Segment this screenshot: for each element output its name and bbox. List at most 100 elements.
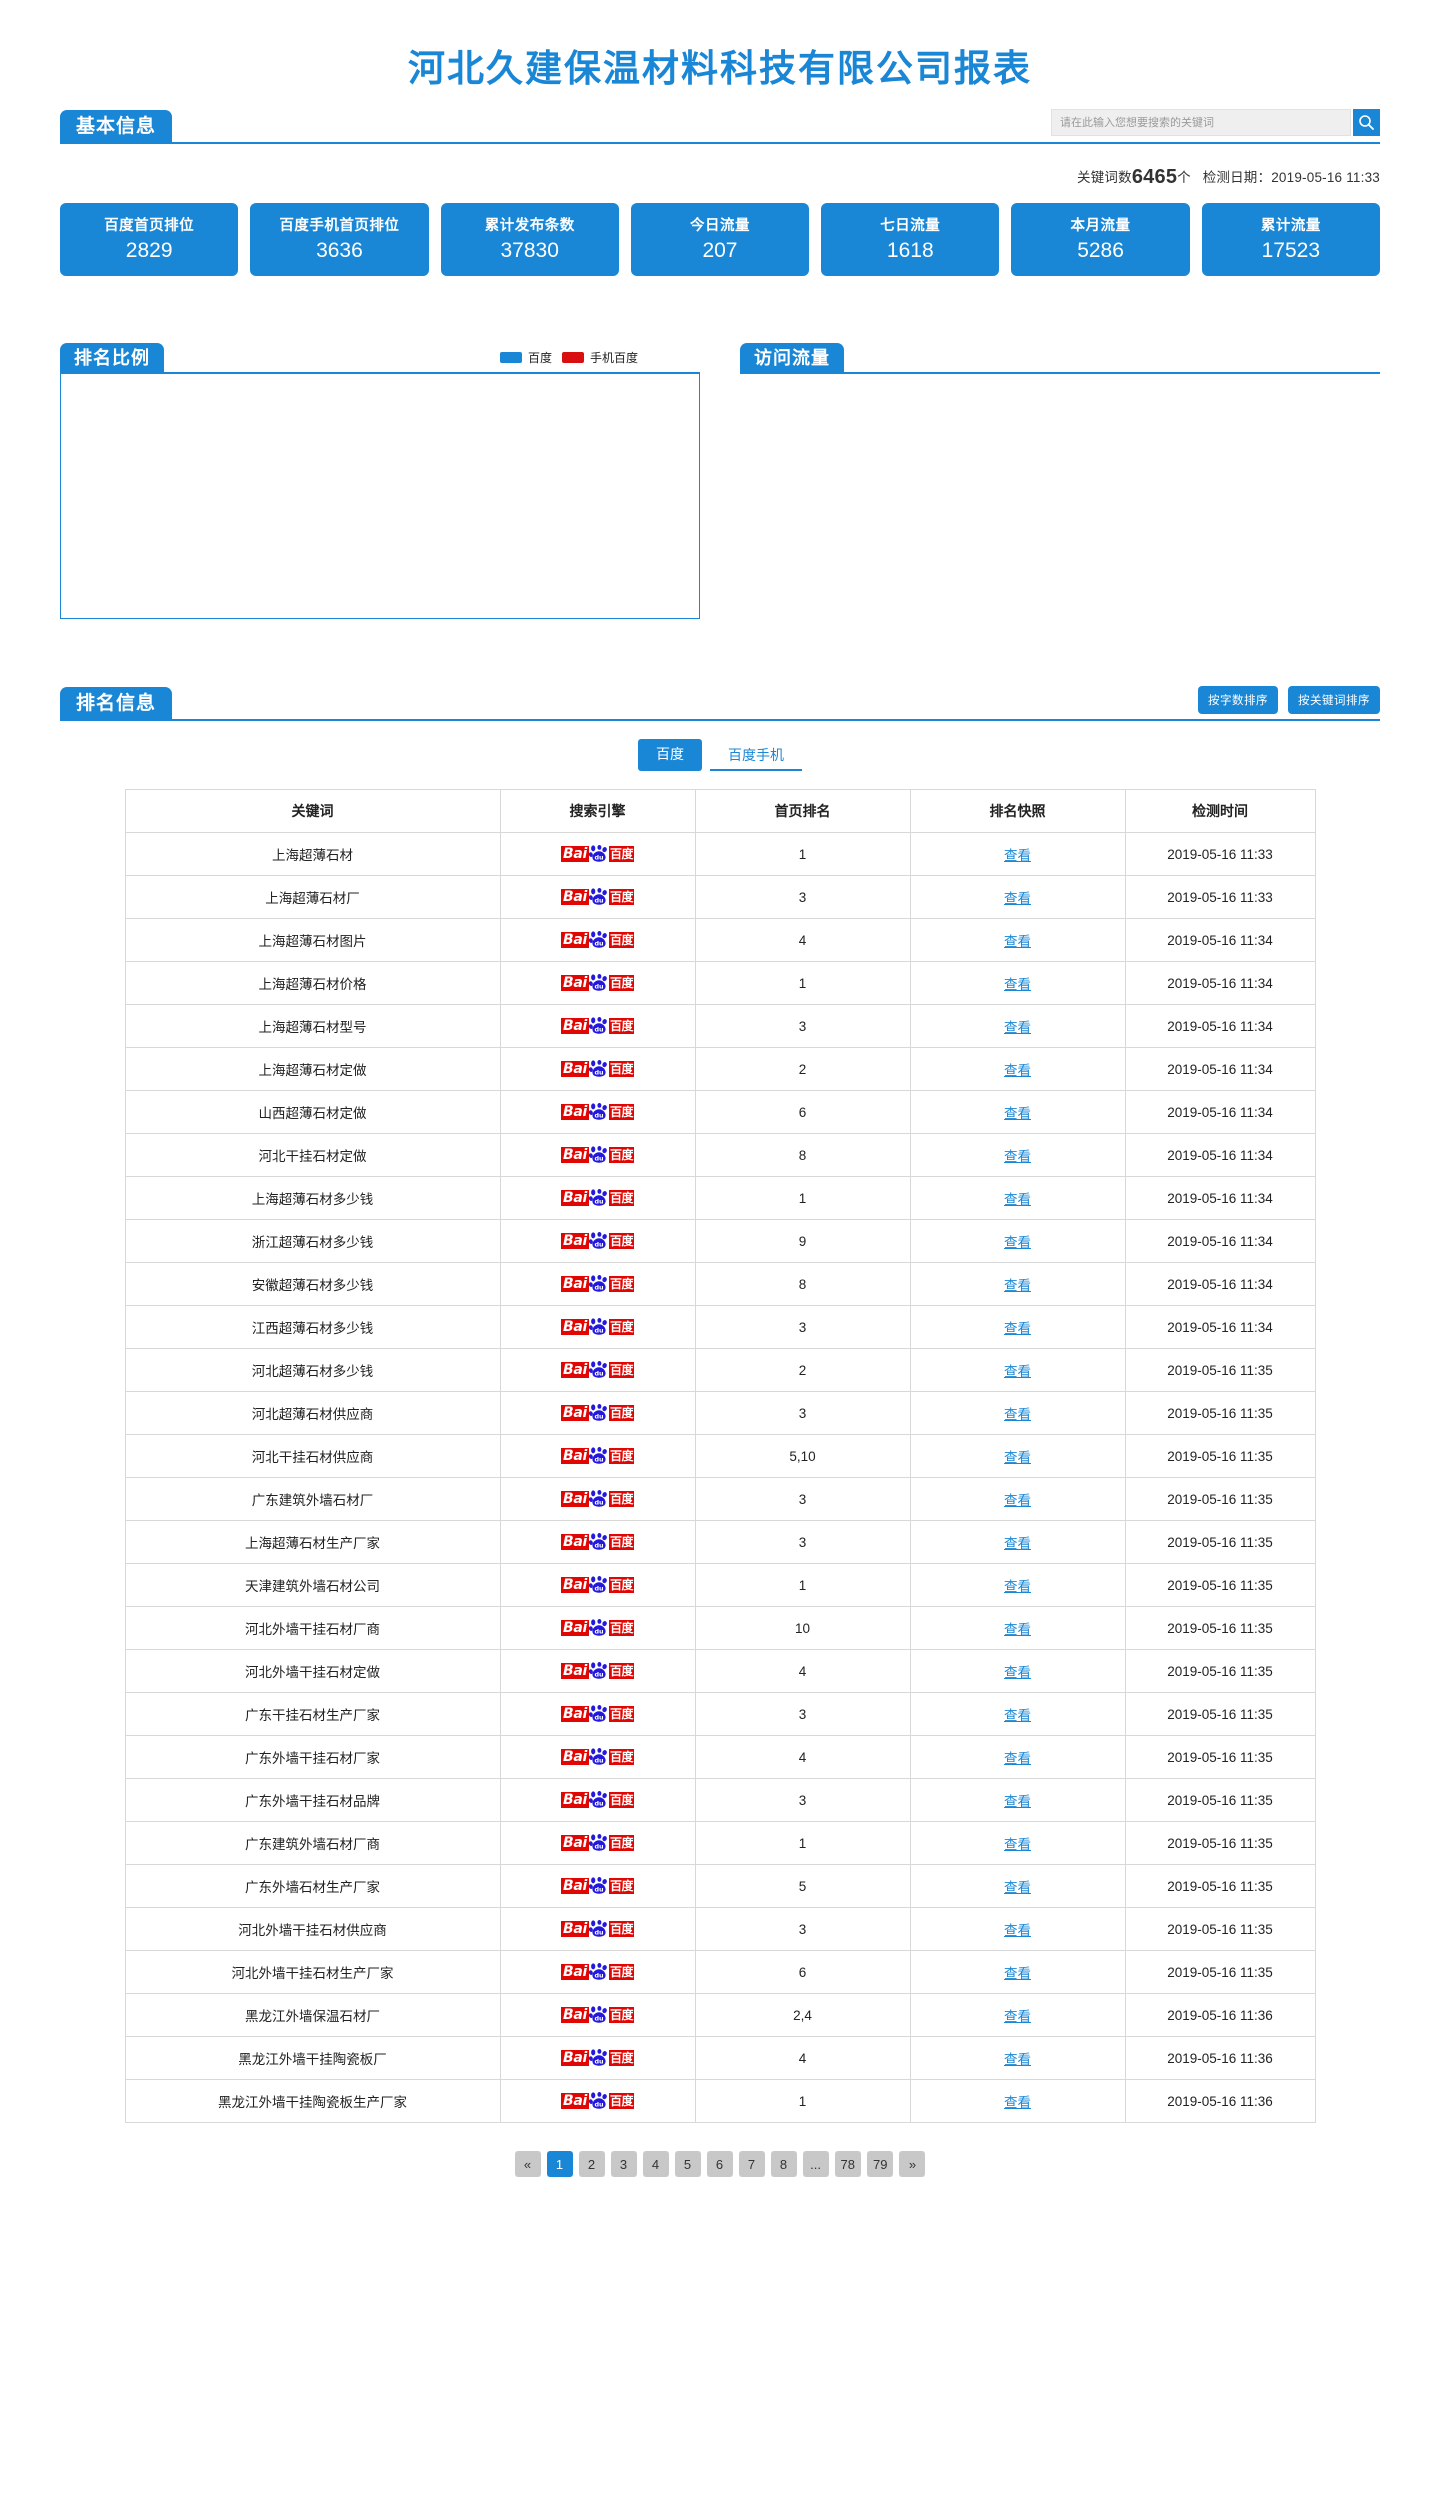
pagination-page-6[interactable]: 6: [706, 2151, 733, 2177]
table-row: 黑龙江外墙干挂陶瓷板厂 Bai du 百度 4 查看 2019-05-16 11:36: [124, 2036, 1316, 2080]
cell-keyword: 河北超薄石材多少钱: [124, 1348, 501, 1392]
snapshot-view-link[interactable]: 查看: [1004, 1149, 1031, 1164]
baidu-paw-icon: du: [589, 1189, 607, 1206]
svg-text:du: du: [594, 1670, 604, 1678]
svg-text:du: du: [594, 2100, 604, 2108]
svg-text:du: du: [594, 1283, 604, 1291]
snapshot-view-link[interactable]: 查看: [1004, 1880, 1031, 1895]
cell-keyword: 广东外墙干挂石材厂家: [124, 1735, 501, 1779]
snapshot-view-link[interactable]: 查看: [1004, 1235, 1031, 1250]
baidu-wordmark-cn: 百度: [609, 1577, 635, 1593]
pagination-page-8[interactable]: 8: [770, 2151, 797, 2177]
tab-baidu-mobile[interactable]: 百度手机: [710, 740, 802, 771]
snapshot-view-link[interactable]: 查看: [1004, 1106, 1031, 1121]
snapshot-view-link[interactable]: 查看: [1004, 1751, 1031, 1766]
cell-snapshot: 查看: [909, 2036, 1126, 2080]
snapshot-view-link[interactable]: 查看: [1004, 977, 1031, 992]
baidu-wordmark-cn: 百度: [609, 1534, 635, 1550]
pagination-page-3[interactable]: 3: [610, 2151, 637, 2177]
svg-text:du: du: [594, 1885, 604, 1893]
pagination-ellipsis[interactable]: ...: [802, 2151, 829, 2177]
baidu-wordmark-cn: 百度: [609, 2093, 635, 2109]
pagination-page-7[interactable]: 7: [738, 2151, 765, 2177]
cell-keyword: 广东建筑外墙石材厂商: [124, 1821, 501, 1865]
snapshot-view-link[interactable]: 查看: [1004, 1665, 1031, 1680]
svg-text:du: du: [594, 1326, 604, 1334]
snapshot-view-link[interactable]: 查看: [1004, 934, 1031, 949]
snapshot-view-link[interactable]: 查看: [1004, 1966, 1031, 1981]
cell-snapshot: 查看: [909, 1907, 1126, 1951]
table-body: 上海超薄石材 Bai du 百度 1 查看 2019-05-16 11:33 上海超薄石材厂 B…: [124, 832, 1316, 2123]
cell-snapshot: 查看: [909, 1219, 1126, 1263]
table-row: 上海超薄石材图片 Bai du 百度 4 查看 2019-05-16 11:34: [124, 918, 1316, 962]
pagination-page-1[interactable]: 1: [546, 2151, 573, 2177]
svg-text:du: du: [594, 2057, 604, 2065]
search-input[interactable]: [1051, 109, 1351, 136]
sort-by-keyword-button[interactable]: 按关键词排序: [1288, 686, 1380, 714]
snapshot-view-link[interactable]: 查看: [1004, 1407, 1031, 1422]
snapshot-view-link[interactable]: 查看: [1004, 1364, 1031, 1379]
keyword-count-label: 关键词数: [1077, 170, 1132, 185]
legend-label-mobile-baidu: 手机百度: [589, 351, 638, 365]
snapshot-view-link[interactable]: 查看: [1004, 1579, 1031, 1594]
snapshot-view-link[interactable]: 查看: [1004, 1622, 1031, 1637]
snapshot-view-link[interactable]: 查看: [1004, 1708, 1031, 1723]
cell-search-engine: Bai du 百度: [499, 1348, 696, 1392]
cell-snapshot: 查看: [909, 1004, 1126, 1048]
snapshot-view-link[interactable]: 查看: [1004, 848, 1031, 863]
cell-snapshot: 查看: [909, 1649, 1126, 1693]
snapshot-view-link[interactable]: 查看: [1004, 1794, 1031, 1809]
cell-keyword: 上海超薄石材定做: [124, 1047, 501, 1091]
cell-keyword: 上海超薄石材多少钱: [124, 1176, 501, 1220]
table-row: 河北干挂石材供应商 Bai du 百度 5,10 查看 2019-05-16 11:35: [124, 1434, 1316, 1478]
pagination-page-79[interactable]: 79: [867, 2151, 894, 2177]
baidu-logo-icon: Bai du 百度: [560, 1275, 635, 1293]
snapshot-view-link[interactable]: 查看: [1004, 1536, 1031, 1551]
snapshot-view-link[interactable]: 查看: [1004, 1321, 1031, 1336]
baidu-wordmark-latin: Bai: [560, 1620, 589, 1636]
snapshot-view-link[interactable]: 查看: [1004, 1923, 1031, 1938]
cell-time: 2019-05-16 11:35: [1124, 1606, 1316, 1650]
pagination-next-button[interactable]: »: [899, 2151, 926, 2177]
cell-snapshot: 查看: [909, 1348, 1126, 1392]
cell-keyword: 广东建筑外墙石材厂: [124, 1477, 501, 1521]
cell-rank: 9: [694, 1219, 911, 1263]
cell-rank: 3: [694, 875, 911, 919]
svg-text:du: du: [594, 1455, 604, 1463]
baidu-wordmark-cn: 百度: [609, 1835, 635, 1851]
snapshot-view-link[interactable]: 查看: [1004, 1063, 1031, 1078]
snapshot-view-link[interactable]: 查看: [1004, 891, 1031, 906]
stat-card: 本月流量 5286: [1011, 203, 1190, 276]
stat-card: 累计流量 17523: [1201, 203, 1380, 276]
snapshot-view-link[interactable]: 查看: [1004, 1450, 1031, 1465]
pagination-prev-button[interactable]: «: [514, 2151, 541, 2177]
baidu-logo-icon: Bai du 百度: [560, 1103, 635, 1121]
snapshot-view-link[interactable]: 查看: [1004, 2052, 1031, 2067]
cell-time: 2019-05-16 11:35: [1124, 1950, 1316, 1994]
snapshot-view-link[interactable]: 查看: [1004, 2009, 1031, 2024]
cell-snapshot: 查看: [909, 1090, 1126, 1134]
baidu-paw-icon: du: [589, 1318, 607, 1335]
pagination-page-2[interactable]: 2: [578, 2151, 605, 2177]
baidu-logo-icon: Bai du 百度: [560, 1060, 635, 1078]
snapshot-view-link[interactable]: 查看: [1004, 1192, 1031, 1207]
baidu-logo-icon: Bai du 百度: [560, 974, 635, 992]
pagination-page-5[interactable]: 5: [674, 2151, 701, 2177]
tab-baidu[interactable]: 百度: [638, 739, 702, 771]
stat-label: 累计流量: [1260, 218, 1321, 234]
snapshot-view-link[interactable]: 查看: [1004, 1837, 1031, 1852]
pagination-page-4[interactable]: 4: [642, 2151, 669, 2177]
cell-search-engine: Bai du 百度: [499, 832, 696, 876]
baidu-logo-icon: Bai du 百度: [560, 1877, 635, 1895]
snapshot-view-link[interactable]: 查看: [1004, 1278, 1031, 1293]
cell-search-engine: Bai du 百度: [499, 1219, 696, 1263]
snapshot-view-link[interactable]: 查看: [1004, 1493, 1031, 1508]
snapshot-view-link[interactable]: 查看: [1004, 1020, 1031, 1035]
baidu-wordmark-cn: 百度: [609, 1018, 635, 1034]
rank-info-section: 排名信息 按字数排序 按关键词排序 百度 百度手机 关键词 搜索引擎 首页排名 …: [60, 679, 1380, 2177]
cell-rank: 4: [694, 1735, 911, 1779]
sort-by-word-count-button[interactable]: 按字数排序: [1198, 686, 1278, 714]
pagination-page-78[interactable]: 78: [834, 2151, 861, 2177]
search-button[interactable]: [1353, 109, 1380, 136]
snapshot-view-link[interactable]: 查看: [1004, 2095, 1031, 2110]
